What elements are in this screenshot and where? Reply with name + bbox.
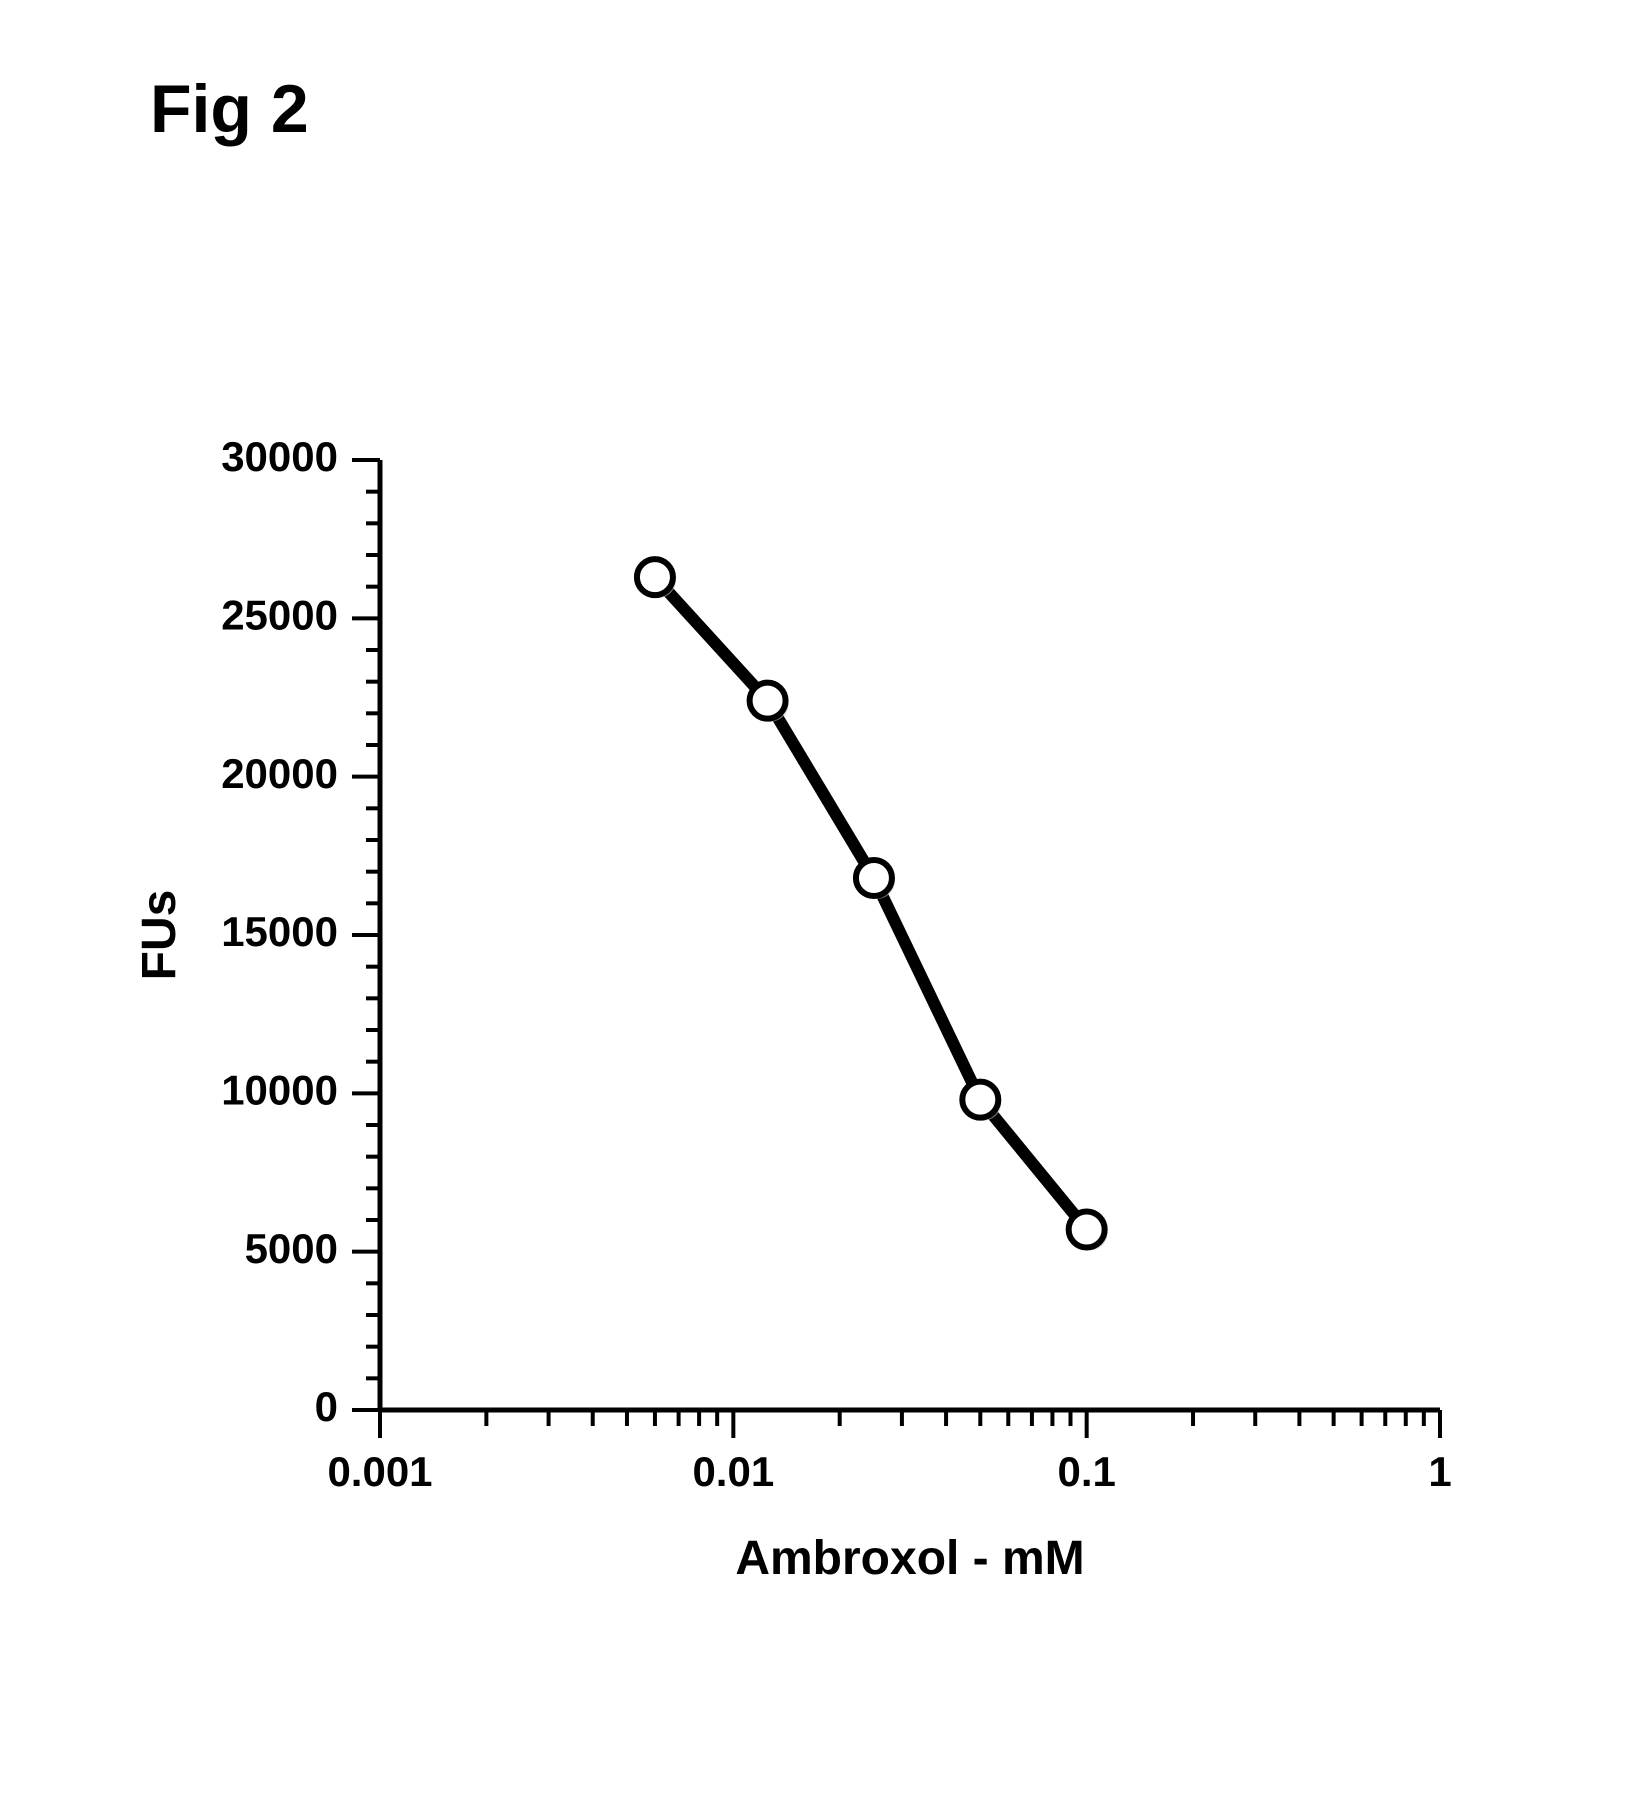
x-tick-label: 0.001 (327, 1448, 432, 1495)
y-axis-label: FUs (133, 890, 186, 981)
y-tick-label: 5000 (245, 1225, 338, 1272)
x-tick-label: 0.01 (692, 1448, 774, 1495)
data-marker (637, 559, 673, 595)
y-tick-label: 25000 (221, 591, 338, 638)
x-tick-label: 0.1 (1057, 1448, 1115, 1495)
x-axis-label: Ambroxol - mM (735, 1532, 1084, 1585)
data-marker (962, 1082, 998, 1118)
x-tick-label: 1 (1428, 1448, 1451, 1495)
data-marker (856, 860, 892, 896)
chart-container: 0 5000 10000 15000 20000 25000 30000 0.001 0.01 0… (120, 430, 1500, 1630)
chart-svg: 0 5000 10000 15000 20000 25000 30000 0.001 0.01 0… (120, 430, 1500, 1630)
y-tick-label: 15000 (221, 908, 338, 955)
y-tick-label: 30000 (221, 433, 338, 480)
y-tick-label: 10000 (221, 1066, 338, 1113)
y-tick-label: 0 (315, 1383, 338, 1430)
data-marker (750, 683, 786, 719)
y-tick-label: 20000 (221, 750, 338, 797)
figure-title: Fig 2 (150, 70, 309, 148)
data-marker (1069, 1212, 1105, 1248)
